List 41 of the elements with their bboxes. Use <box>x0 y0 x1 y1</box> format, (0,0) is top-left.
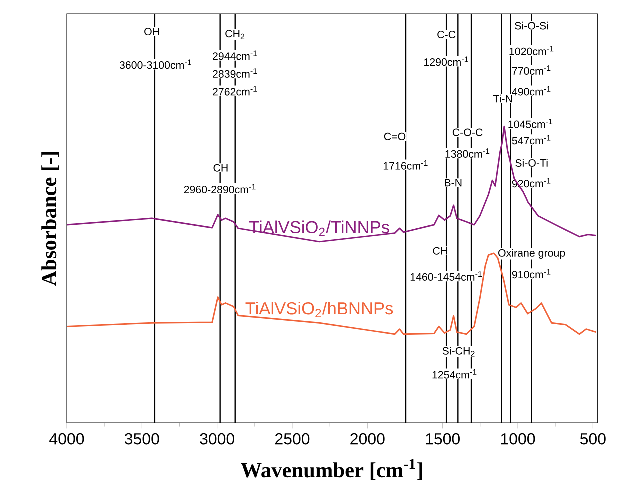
annotation: OH <box>144 28 160 36</box>
annotation: 1290cm$^{-1}$ <box>424 56 468 66</box>
annotation: 490cm$^{-1}$ <box>512 86 551 96</box>
annotation: CH <box>214 164 228 172</box>
x-axis-title: Wavenumber [cm$^{-1}$] <box>241 459 422 480</box>
x-tick-label: 2500 <box>275 433 310 445</box>
annotation: 3600-3100cm$^{-1}$ <box>120 60 192 70</box>
x-tick-label: 1000 <box>501 433 536 445</box>
annotation: CH <box>433 247 448 255</box>
annotation: Ti-N <box>493 94 512 103</box>
annotation: C=O <box>384 132 406 140</box>
annotation: 770cm$^{-1}$ <box>512 66 551 75</box>
annotation: 1045cm$^{-1}$ <box>508 118 553 128</box>
annotation: 2762cm$^{-1}$ <box>213 86 258 96</box>
series-label: TiAlVSiO$_{2}$/hBNNPs <box>246 302 394 318</box>
annotation: 910cm$^{-1}$ <box>512 269 551 279</box>
annotation: C-C <box>438 30 456 39</box>
annotation: Si-O-Si <box>515 22 548 30</box>
annotation: 2960-2890cm$^{-1}$ <box>184 184 256 194</box>
annotation: CH$_{2}$ <box>226 30 245 40</box>
annotation: 1716cm$^{-1}$ <box>384 160 428 170</box>
series-label: TiAlVSiO$_{2}$/TiNNPs <box>249 220 390 236</box>
annotation: 1254cm$^{-1}$ <box>432 369 477 379</box>
x-tick-label: 3000 <box>200 433 234 445</box>
annotation: Oxirane group <box>498 249 566 260</box>
annotation: 547cm$^{-1}$ <box>512 135 551 145</box>
annotation: Si-O-Ti <box>516 159 548 167</box>
y-axis-title: Absorbance [-] <box>42 152 60 286</box>
x-tick-label: 500 <box>580 433 606 445</box>
annotation: C-O-C <box>452 128 483 136</box>
x-tick-label: 3500 <box>124 433 160 445</box>
annotation: 1380cm$^{-1}$ <box>446 148 490 158</box>
annotation: 1020cm$^{-1}$ <box>510 46 554 56</box>
annotation: 1460-1454cm$^{-1}$ <box>410 272 482 281</box>
annotation: 2944cm$^{-1}$ <box>213 50 258 60</box>
annotation: 2839cm$^{-1}$ <box>213 68 258 78</box>
x-tick-label: 2000 <box>350 433 385 445</box>
x-tick-label: 4000 <box>50 433 84 445</box>
x-tick-label: 1500 <box>426 433 460 445</box>
annotation: B-N <box>445 179 462 187</box>
annotation: Si-CH$_{2}$ <box>442 347 475 357</box>
